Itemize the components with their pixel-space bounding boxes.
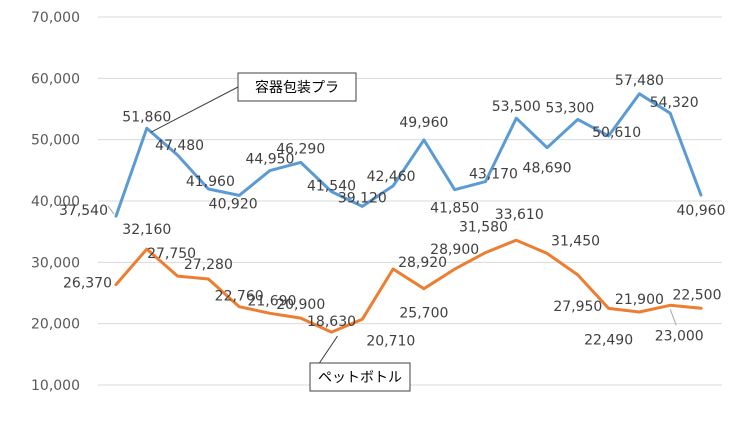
data-label: 21,900 [615,292,664,308]
data-label: 21,690 [247,293,296,309]
data-label: 53,300 [545,100,594,116]
y-tick-label: 40,000 [31,194,80,210]
data-label: 22,500 [673,287,722,303]
data-labels: 37,540 51,860 47,480 41,960 40,920 44,95046,2… [59,73,726,350]
leader-lines [107,205,677,326]
data-label: 39,120 [338,190,387,206]
data-label: 48,690 [523,161,572,177]
data-label: 41,960 [186,174,235,190]
data-label: 32,160 [122,222,171,238]
series-line-container-plastic [114,92,703,218]
data-label: 50,610 [592,125,641,141]
callout-box [237,72,357,102]
data-label: 54,320 [650,95,699,111]
data-label: 57,480 [615,73,664,89]
y-tick-label: 50,000 [31,133,80,149]
data-label: 18,630 [307,314,356,330]
data-label: 31,580 [459,220,508,236]
y-tick-label: 10,000 [31,378,80,394]
data-label: 37,540 [59,203,108,219]
data-label: 46,290 [276,141,325,157]
data-label: 22,760 [215,289,264,305]
leader-line [107,205,115,215]
series-lines [114,92,703,334]
data-label: 20,710 [366,333,415,349]
data-label: 40,960 [677,203,726,219]
data-label: 47,480 [155,138,204,154]
data-label: 42,460 [367,169,416,185]
y-tick-label: 20,000 [31,317,80,333]
data-label: 51,860 [122,109,171,125]
callout-box [309,362,411,392]
callout-pointer [150,86,239,133]
data-label: 25,700 [399,306,448,322]
leader-line [669,309,677,326]
gridlines [98,16,722,386]
data-label: 26,370 [63,276,112,292]
data-label: 23,000 [655,328,704,344]
data-label: 27,750 [147,246,196,262]
data-label: 53,500 [492,99,541,115]
data-label: 27,950 [553,299,602,315]
data-label: 28,900 [430,242,479,258]
y-tick-label: 30,000 [31,255,80,271]
data-label: 40,920 [209,196,258,212]
data-label: 22,490 [584,332,633,348]
data-label: 43,170 [469,167,518,183]
data-label: 49,960 [399,115,448,131]
y-tick-label: 70,000 [31,10,80,26]
data-label: 28,920 [398,255,447,271]
data-label: 44,950 [245,152,294,168]
series-name-label: 容器包装プラ [255,79,339,96]
data-label: 41,540 [307,179,356,195]
data-label: 41,850 [430,201,479,217]
data-label: 33,610 [495,207,544,223]
data-label: 20,900 [276,297,325,313]
y-axis-ticks: 10,000 20,000 30,000 40,000 50,000 60,000 70,0… [31,10,80,394]
y-tick-label: 60,000 [31,71,80,87]
data-label: 27,280 [184,257,233,273]
series-line-pet-bottle [114,238,703,334]
data-label: 31,450 [551,233,600,249]
series-name-label: ペットボトル [318,370,402,386]
